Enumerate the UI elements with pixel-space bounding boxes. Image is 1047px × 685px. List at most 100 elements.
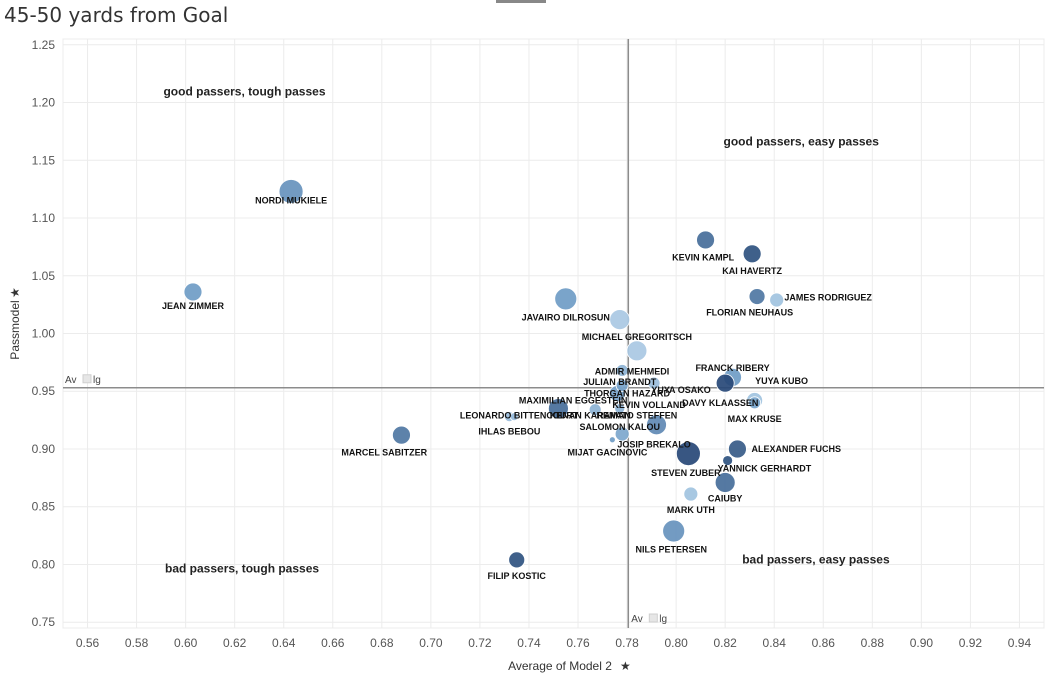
data-point[interactable] [508,551,526,569]
data-point[interactable] [675,441,701,467]
data-point[interactable] [647,376,661,390]
data-point[interactable] [614,403,626,414]
y-axis-pin-icon[interactable]: ★ [8,287,22,298]
x-tick-label: 0.80 [664,636,688,650]
data-point[interactable] [728,439,747,459]
point-labels: NORDI MUKIELE JEAN ZIMMER KEVIN KAMPL KAI H… [162,196,872,581]
point-label: MARK UTH [667,505,715,515]
top-scroll-indicator [496,0,546,3]
point-label: ADMIR MEHMEDI [595,367,670,377]
y-tick-label: 0.75 [32,615,56,629]
point-label: JOSIP BREKALO [617,439,690,449]
point-label: NORDI MUKIELE [255,196,327,206]
point-label: RENATO STEFFEN [597,410,678,420]
quadrant-label: good passers, easy passes [723,134,879,148]
point-label: KEVIN KAMPL [672,252,735,262]
point-label: YANNICK GERHARDT [718,464,812,474]
x-tick-label: 0.68 [370,636,394,650]
x-average-line-legend-swatch-icon [648,613,658,623]
x-tick-label: 0.90 [910,636,934,650]
x-average-line-lg-text: lg [659,614,667,625]
point-label: YUYA KUBO [755,376,808,386]
point-label: ALEXANDER FUCHS [752,444,842,454]
data-point[interactable] [696,230,715,250]
grid-lines [62,38,1045,629]
x-tick-label: 0.94 [1008,636,1032,650]
y-tick-label: 0.80 [32,557,56,571]
y-tick-label: 1.20 [32,96,56,110]
data-point[interactable] [722,455,734,466]
x-tick-label: 0.56 [76,636,100,650]
data-point[interactable] [588,403,602,417]
data-point[interactable] [714,472,736,493]
y-average-line-lg-text: lg [93,375,101,386]
point-label: STEVEN ZUBER [651,468,721,478]
point-label: JULIAN BRANDT [583,377,657,387]
data-point[interactable] [769,292,785,308]
point-label: MICHAEL GREGORITSCH [582,332,692,342]
x-tick-label: 0.62 [223,636,247,650]
data-points [183,179,785,569]
point-label: LEONARDO BITTENCOURT [460,410,579,420]
data-point[interactable] [748,396,762,410]
point-label: IHLAS BEBOU [478,427,540,437]
y-average-line-legend-swatch-icon [82,374,92,384]
x-tick-label: 0.92 [959,636,983,650]
y-tick-label: 1.25 [32,38,56,52]
data-point[interactable] [614,426,630,442]
x-tick-label: 0.64 [272,636,296,650]
y-tick-label: 1.05 [32,269,56,283]
reference-lines: Av lg Av lg [63,39,1044,628]
data-point[interactable] [742,244,762,264]
x-tick-label: 0.60 [174,636,198,650]
data-point[interactable] [615,364,629,377]
point-label: THORGAN HAZARD [584,389,670,399]
data-point[interactable] [662,519,686,543]
data-point[interactable] [615,379,629,392]
y-tick-label: 1.00 [32,327,56,341]
data-point[interactable] [554,287,578,311]
point-label: JEAN ZIMMER [162,301,225,311]
point-label: KEVIN VOLLAND [612,400,686,410]
point-label: MAXIMILIAN EGGESTEIN [519,395,628,405]
point-label: YUYA OSAKO [651,385,710,395]
point-label: MAX KRUSE [728,414,782,424]
point-label: FILIP KOSTIC [488,571,547,581]
data-point[interactable] [548,398,569,419]
y-average-line-av-text: Av [65,375,77,386]
data-point[interactable] [715,373,735,393]
point-label: JAMES RODRIGUEZ [784,293,872,303]
x-tick-label: 0.72 [468,636,492,650]
data-point[interactable] [646,414,667,436]
y-tick-label: 1.15 [32,153,56,167]
x-axis-title: Average of Model 2 [508,659,612,673]
x-tick-label: 0.58 [125,636,149,650]
data-point[interactable] [626,340,648,362]
x-tick-label: 0.84 [763,636,787,650]
data-point[interactable] [609,309,631,331]
x-tick-label: 0.82 [713,636,737,650]
data-point[interactable] [392,425,411,445]
y-tick-label: 0.95 [32,384,56,398]
data-point[interactable] [509,412,519,422]
point-label: FLORIAN NEUHAUS [706,308,793,318]
x-axis-pin-icon[interactable]: ★ [620,659,631,673]
point-label: MIJAT GACINOVIC [568,447,648,457]
point-label: KENAN KARAMAN [550,410,631,420]
point-label: SALOMON KALOU [579,422,660,432]
y-tick-label: 0.90 [32,442,56,456]
data-point[interactable] [183,282,203,302]
data-point[interactable] [608,436,616,444]
point-label: DAVY KLAASSEN [682,398,758,408]
quadrant-labels: good passers, tough passes good passers, … [163,85,889,576]
point-label: FRANCK RIBERY [695,363,769,373]
point-label: CAIUBY [708,494,743,504]
quadrant-label: bad passers, easy passes [742,552,890,566]
data-point[interactable] [278,179,304,204]
data-point[interactable] [748,288,766,305]
x-tick-label: 0.66 [321,636,345,650]
y-axis-title: Passmodel [8,300,22,359]
x-tick-label: 0.70 [419,636,443,650]
data-point[interactable] [683,486,699,502]
